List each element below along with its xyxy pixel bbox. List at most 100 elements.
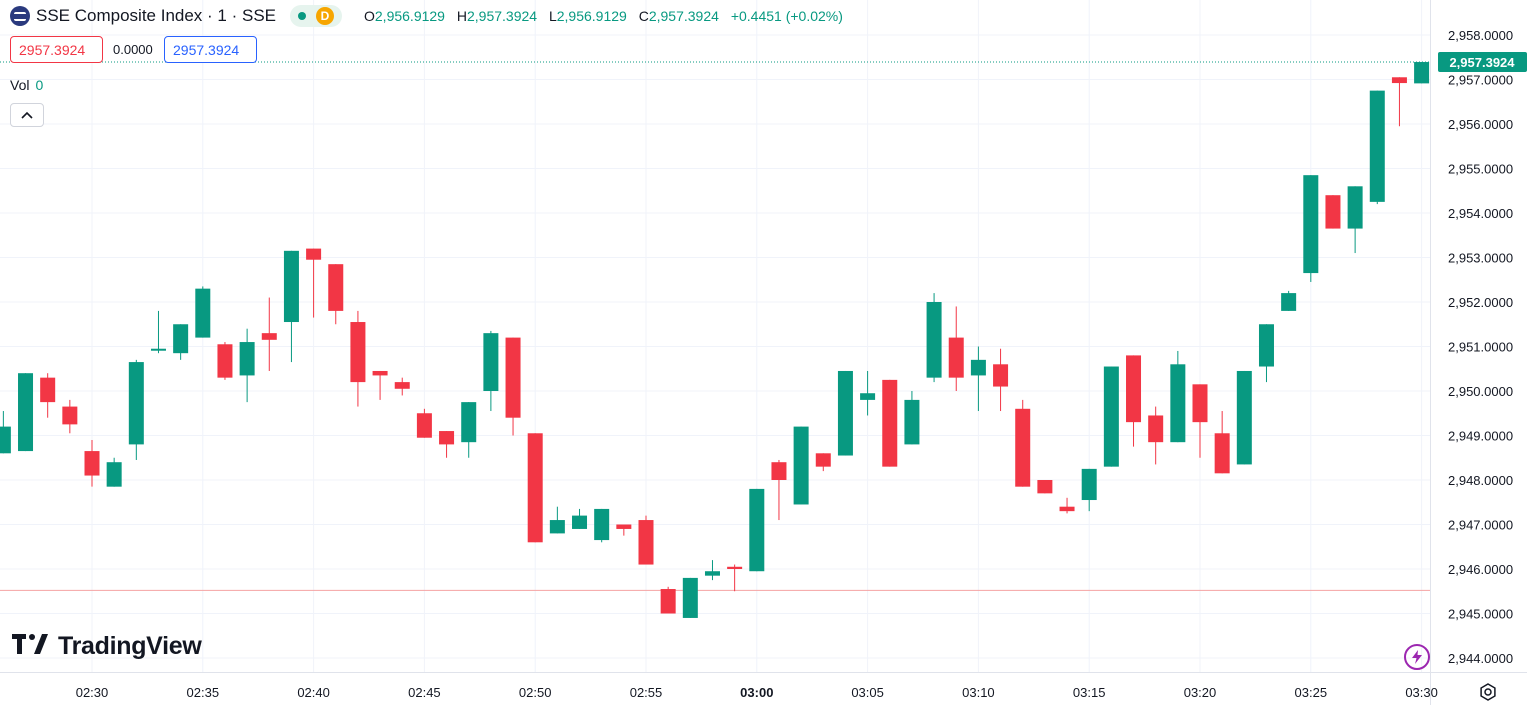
candle-body-down bbox=[1059, 506, 1075, 512]
collapse-button[interactable] bbox=[10, 103, 44, 127]
candle-body-down bbox=[328, 264, 344, 311]
candle-body-up bbox=[173, 324, 189, 354]
candle-body-up bbox=[549, 520, 565, 534]
x-tick-label: 02:55 bbox=[630, 685, 663, 700]
y-tick-label: 2,955.0000 bbox=[1448, 162, 1513, 177]
chevron-up-icon bbox=[21, 111, 33, 119]
y-tick-label: 2,945.0000 bbox=[1448, 607, 1513, 622]
candle-body-down bbox=[727, 566, 743, 569]
candle-body-down bbox=[505, 337, 521, 418]
candle-body-up bbox=[0, 426, 11, 454]
x-tick-label: 03:30 bbox=[1405, 685, 1438, 700]
chart-header: SSE Composite Index · 1 · SSE D O 2,956.9… bbox=[10, 4, 851, 28]
x-tick-label: 02:45 bbox=[408, 685, 441, 700]
market-open-dot-icon bbox=[298, 12, 306, 20]
y-tick-label: 2,951.0000 bbox=[1448, 340, 1513, 355]
y-tick-label: 2,949.0000 bbox=[1448, 429, 1513, 444]
y-tick-label: 2,946.0000 bbox=[1448, 562, 1513, 577]
volume-value: 0 bbox=[35, 77, 44, 93]
candle-body-up bbox=[283, 250, 299, 323]
data-source-badge: D bbox=[316, 7, 334, 25]
candle-body-down bbox=[439, 431, 455, 445]
candle-body-down bbox=[771, 462, 787, 480]
candle-body-down bbox=[882, 379, 898, 467]
candle-body-down bbox=[993, 364, 1009, 387]
candle-body-up bbox=[926, 302, 942, 378]
candle-body-down bbox=[306, 248, 322, 260]
last-price-label: 2,957.3924 bbox=[1449, 55, 1515, 70]
low-label: L bbox=[548, 8, 557, 24]
candle-body-up bbox=[970, 359, 986, 376]
y-tick-label: 2,948.0000 bbox=[1448, 473, 1513, 488]
y-tick-label: 2,957.0000 bbox=[1448, 73, 1513, 88]
candle-body-up bbox=[195, 288, 211, 338]
candle-body-down bbox=[1325, 195, 1341, 229]
tradingview-wordmark: TradingView bbox=[58, 632, 202, 660]
candle-body-down bbox=[815, 453, 831, 467]
candle-body-up bbox=[1414, 62, 1430, 84]
volume-label: Vol bbox=[10, 77, 30, 93]
candle-body-down bbox=[261, 333, 277, 340]
y-tick-label: 2,954.0000 bbox=[1448, 206, 1513, 221]
candle-body-down bbox=[372, 370, 388, 376]
candle-body-up bbox=[1281, 293, 1297, 311]
lightning-icon[interactable] bbox=[1404, 644, 1430, 670]
buy-price-value: 2957.3924 bbox=[173, 41, 240, 58]
candle-body-down bbox=[1148, 415, 1164, 443]
market-status-pill[interactable]: D bbox=[290, 5, 342, 27]
candle-body-down bbox=[1037, 480, 1053, 494]
x-tick-label: 03:25 bbox=[1295, 685, 1328, 700]
candle-body-up bbox=[483, 333, 499, 391]
y-tick-label: 2,947.0000 bbox=[1448, 518, 1513, 533]
candle-body-down bbox=[416, 413, 432, 438]
candle-body-down bbox=[394, 382, 410, 389]
candle-body-up bbox=[1236, 370, 1252, 465]
buy-price-button[interactable]: 2957.3924 bbox=[164, 36, 257, 63]
candle-body-up bbox=[1258, 324, 1274, 367]
sell-price-value: 2957.3924 bbox=[19, 41, 86, 58]
candle-body-up bbox=[106, 462, 122, 487]
y-tick-label: 2,958.0000 bbox=[1448, 28, 1513, 43]
candle-body-up bbox=[837, 370, 853, 456]
open-label: O bbox=[364, 8, 375, 24]
x-tick-label: 03:20 bbox=[1184, 685, 1217, 700]
candle-body-down bbox=[217, 344, 233, 378]
x-tick-label: 02:30 bbox=[76, 685, 109, 700]
y-tick-label: 2,953.0000 bbox=[1448, 251, 1513, 266]
candle-body-down bbox=[84, 451, 100, 476]
candle-body-up bbox=[594, 508, 610, 541]
candle-body-up bbox=[150, 348, 166, 351]
candle-body-up bbox=[1347, 186, 1363, 229]
x-tick-label: 02:35 bbox=[187, 685, 220, 700]
candle-body-up bbox=[1081, 468, 1097, 501]
spread-value: 0.0000 bbox=[113, 42, 153, 57]
candle-body-down bbox=[527, 433, 543, 543]
high-label: H bbox=[456, 8, 467, 24]
close-label: C bbox=[638, 8, 649, 24]
x-tick-label: 03:05 bbox=[851, 685, 884, 700]
ohlc-readout: O2,956.9129 H2,957.3924 L2,956.9129 C2,9… bbox=[364, 8, 851, 24]
low-value: 2,956.9129 bbox=[556, 8, 627, 24]
symbol-title[interactable]: SSE Composite Index · 1 · SSE bbox=[36, 6, 276, 25]
candle-body-up bbox=[1303, 175, 1319, 274]
candle-body-up bbox=[128, 362, 144, 445]
candle-body-up bbox=[749, 488, 765, 572]
candle-body-up bbox=[1170, 364, 1186, 443]
x-tick-label: 02:40 bbox=[297, 685, 330, 700]
candle-body-down bbox=[1391, 77, 1407, 84]
y-tick-label: 2,956.0000 bbox=[1448, 117, 1513, 132]
candle-body-up bbox=[239, 342, 255, 376]
gear-icon[interactable] bbox=[1478, 682, 1498, 702]
candle-body-down bbox=[638, 520, 654, 565]
sse-logo-icon bbox=[10, 6, 30, 26]
candle-body-up bbox=[461, 402, 477, 443]
tradingview-mark-icon bbox=[12, 633, 48, 661]
volume-legend[interactable]: Vol 0 bbox=[10, 77, 43, 93]
x-tick-label: 03:00 bbox=[740, 685, 773, 700]
tradingview-logo[interactable]: TradingView bbox=[12, 632, 202, 661]
x-tick-label: 03:15 bbox=[1073, 685, 1106, 700]
close-value: 2,957.3924 bbox=[648, 8, 719, 24]
candle-body-up bbox=[904, 399, 920, 445]
sell-price-button[interactable]: 2957.3924 bbox=[10, 36, 103, 63]
